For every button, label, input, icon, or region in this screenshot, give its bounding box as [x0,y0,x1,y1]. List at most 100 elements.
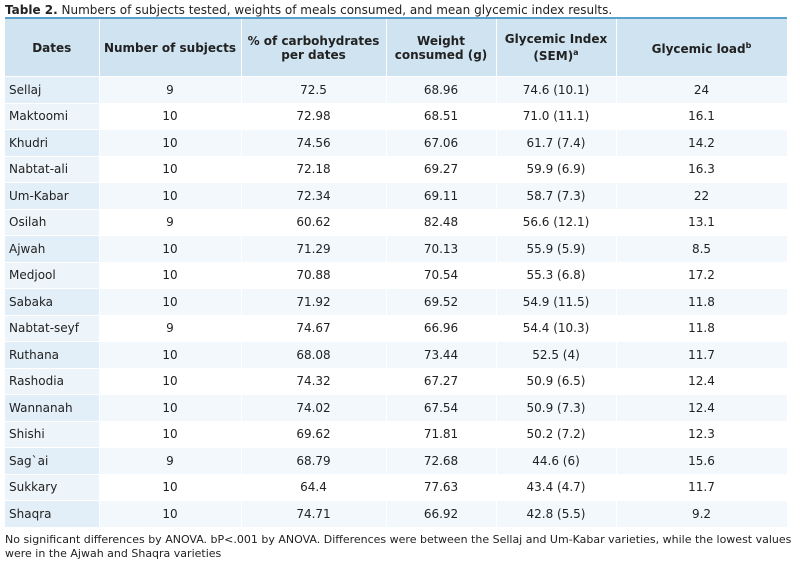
table-cell: Osilah [5,209,100,236]
table-cell: 71.92 [241,288,387,316]
table-cell: 50.2 (7.2) [496,421,617,448]
table-cell: 72.18 [241,156,387,183]
table-cell: 10 [99,500,242,528]
table-cell: 69.11 [386,182,497,210]
table-cell: 10 [99,182,242,210]
table-cell: 11.7 [616,474,788,501]
table-cell: Sellaj [5,76,100,104]
table-cell: 44.6 (6) [496,447,617,475]
glycemic-index-table: Dates Number of subjects % of carbohydra… [5,19,788,528]
table-cell: 74.71 [241,500,387,528]
table-cell: 11.8 [616,288,788,316]
table-row: Maktoomi 10 72.98 68.51 71.0 (11.1) 16.1 [5,103,788,130]
table-cell: 68.08 [241,341,387,369]
table-cell: Sabaka [5,288,100,316]
table-cell: Nabtat-ali [5,156,100,183]
table-cell: 54.4 (10.3) [496,315,617,342]
table-cell: 8.5 [616,235,788,263]
table-row: Ruthana 10 68.08 73.44 52.5 (4) 11.7 [5,341,788,369]
table-cell: 50.9 (6.5) [496,368,617,395]
header-row: Dates Number of subjects % of carbohydra… [5,19,788,77]
table-cell: 69.52 [386,288,497,316]
table-cell: 15.6 [616,447,788,475]
table-cell: 69.62 [241,421,387,448]
table-cell: 10 [99,103,242,130]
table-cell: 72.5 [241,76,387,104]
table-cell: 12.3 [616,421,788,448]
caption-rule [5,17,787,19]
table-cell: 74.32 [241,368,387,395]
table-cell: Shaqra [5,500,100,528]
table-cell: 12.4 [616,394,788,422]
table-row: Sukkary 10 64.4 77.63 43.4 (4.7) 11.7 [5,474,788,501]
table-cell: Nabtat-seyf [5,315,100,342]
table-cell: 10 [99,368,242,395]
table-cell: 66.92 [386,500,497,528]
table-cell: 68.96 [386,76,497,104]
table-cell: 9 [99,209,242,236]
table-cell: 9 [99,447,242,475]
table-cell: 54.9 (11.5) [496,288,617,316]
table-cell: 10 [99,341,242,369]
table-cell: 16.3 [616,156,788,183]
header-glycemic-index: Glycemic Index (SEM)a [496,19,617,77]
table-row: Shishi 10 69.62 71.81 50.2 (7.2) 12.3 [5,421,788,448]
table-caption-label: Table 2. [5,3,58,17]
table-cell: 10 [99,262,242,289]
table-caption: Table 2. Numbers of subjects tested, wei… [5,3,612,17]
table-cell: 16.1 [616,103,788,130]
table-cell: 69.27 [386,156,497,183]
table-cell: Wannanah [5,394,100,422]
table-cell: 70.13 [386,235,497,263]
table-cell: 10 [99,235,242,263]
header-glycemic-load: Glycemic loadb [616,19,788,77]
table-cell: 72.34 [241,182,387,210]
table-cell: 58.7 (7.3) [496,182,617,210]
table-cell: Khudri [5,129,100,157]
table-cell: 9 [99,76,242,104]
table-cell: 13.1 [616,209,788,236]
table-row: Rashodia 10 74.32 67.27 50.9 (6.5) 12.4 [5,368,788,395]
table-row: Shaqra 10 74.71 66.92 42.8 (5.5) 9.2 [5,500,788,528]
table-cell: 50.9 (7.3) [496,394,617,422]
header-dates: Dates [5,19,100,77]
table-body: Sellaj 9 72.5 68.96 74.6 (10.1) 24 Maktoomi 10 7… [5,76,788,528]
table-cell: 11.8 [616,315,788,342]
table-cell: 10 [99,288,242,316]
table-cell: 52.5 (4) [496,341,617,369]
table-cell: 71.29 [241,235,387,263]
table-cell: Ajwah [5,235,100,263]
table-cell: 60.62 [241,209,387,236]
header-weight-consumed: Weight consumed (g) [386,19,497,77]
table-cell: 64.4 [241,474,387,501]
table-cell: 74.6 (10.1) [496,76,617,104]
table-footnote: No significant differences by ANOVA. bP<… [5,533,792,560]
table-cell: 74.56 [241,129,387,157]
table-cell: 71.0 (11.1) [496,103,617,130]
table-cell: Ruthana [5,341,100,369]
table-row: Um-Kabar 10 72.34 69.11 58.7 (7.3) 22 [5,182,788,210]
table-row: Khudri 10 74.56 67.06 61.7 (7.4) 14.2 [5,129,788,157]
table-cell: 10 [99,474,242,501]
table-cell: 55.3 (6.8) [496,262,617,289]
table-cell: 24 [616,76,788,104]
table-cell: 66.96 [386,315,497,342]
table-cell: 71.81 [386,421,497,448]
table-cell: 55.9 (5.9) [496,235,617,263]
table-cell: 74.67 [241,315,387,342]
table-row: Ajwah 10 71.29 70.13 55.9 (5.9) 8.5 [5,235,788,263]
table-header: Dates Number of subjects % of carbohydra… [5,19,788,77]
table-cell: 9.2 [616,500,788,528]
table-cell: 70.88 [241,262,387,289]
table-row: Wannanah 10 74.02 67.54 50.9 (7.3) 12.4 [5,394,788,422]
table-cell: 67.27 [386,368,497,395]
table-cell: Maktoomi [5,103,100,130]
table-cell: 43.4 (4.7) [496,474,617,501]
table-row: Sabaka 10 71.92 69.52 54.9 (11.5) 11.8 [5,288,788,316]
table-cell: Sukkary [5,474,100,501]
table-cell: 14.2 [616,129,788,157]
table-cell: 70.54 [386,262,497,289]
table-cell: Rashodia [5,368,100,395]
table-cell: 73.44 [386,341,497,369]
table-cell: 10 [99,129,242,157]
